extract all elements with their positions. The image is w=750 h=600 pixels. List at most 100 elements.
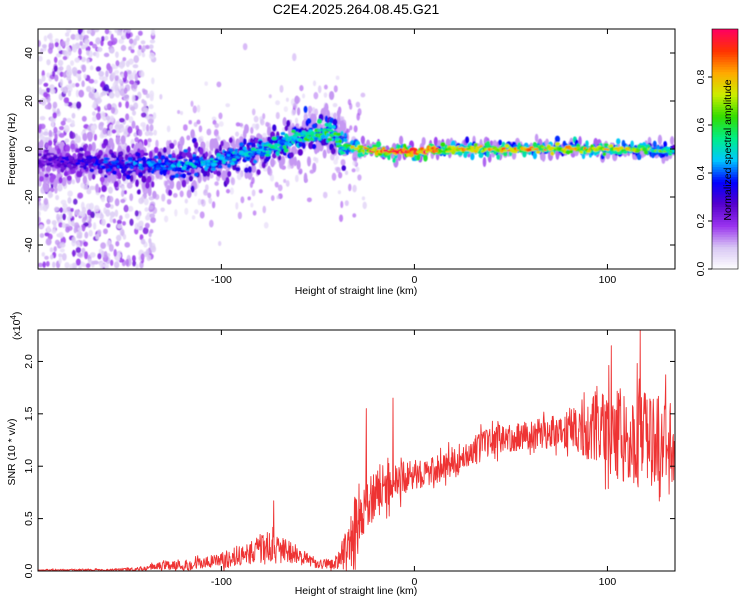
chart-title: C2E4.2025.264.08.45.G21 [273, 1, 440, 17]
spectrogram-speckle [133, 38, 137, 46]
spectrogram-speckle [95, 66, 102, 72]
spectrogram-speckle [43, 82, 49, 87]
spectrogram-speckle [333, 112, 337, 119]
spectrogram-y-tick-label: -20 [23, 189, 35, 204]
colorbar-segment [712, 184, 738, 188]
colorbar-segment [712, 259, 738, 263]
spectrogram-speckle [138, 45, 142, 50]
spectrogram-speckle [57, 184, 63, 192]
spectrogram-speckle [270, 195, 275, 202]
spectrogram-speckle [59, 213, 64, 220]
spectrogram-cell [312, 162, 317, 173]
spectrogram-speckle [71, 236, 76, 244]
spectrogram-speckle [230, 177, 236, 186]
spectrogram-cell [311, 143, 317, 150]
spectrogram-cell [501, 142, 506, 148]
spectrogram-cell [267, 126, 272, 137]
spectrogram-speckle [82, 262, 87, 268]
spectrogram-cell [186, 189, 192, 199]
spectrogram-speckle [75, 89, 80, 98]
spectrogram-speckle [58, 257, 62, 265]
spectrogram-speckle [89, 185, 95, 191]
spectrogram-speckle [245, 164, 249, 169]
colorbar-tick-label: 0.6 [695, 118, 707, 133]
spectrogram-cell [60, 160, 65, 163]
spectrogram-speckle [263, 221, 269, 229]
spectrogram-speckle [338, 214, 344, 222]
spectrogram-speckle [48, 129, 53, 138]
spectrogram-cell [326, 132, 330, 137]
colorbar-segment [712, 151, 738, 155]
spectrogram-speckle [140, 122, 146, 128]
spectrogram-speckle [337, 190, 342, 195]
spectrogram-speckle [41, 44, 47, 49]
spectrogram-speckle [225, 103, 231, 108]
spectrogram-cell [336, 110, 341, 119]
spectrogram-cell [307, 156, 311, 167]
colorbar-segment [712, 99, 738, 103]
spectrogram-cell [388, 150, 394, 153]
spectrogram-speckle [126, 182, 133, 189]
spectrogram-cell [61, 156, 67, 160]
colorbar-segment [712, 206, 738, 210]
spectrogram-cell [103, 160, 109, 164]
spectrogram-cell [101, 185, 107, 193]
spectrogram-cell [247, 171, 253, 180]
spectrogram-speckle [89, 41, 94, 46]
spectrogram-cell [179, 136, 185, 147]
spectrogram-speckle [143, 107, 149, 113]
spectrogram-speckle [274, 181, 279, 188]
spectrogram-speckle [115, 234, 122, 242]
colorbar-tick-label: 0.4 [695, 166, 707, 181]
spectrogram-cell [78, 152, 84, 158]
spectrogram-speckle [81, 224, 86, 232]
spectrogram-speckle [64, 138, 70, 144]
spectrogram-speckle [149, 124, 154, 132]
spectrogram-cell [87, 131, 93, 142]
spectrogram-speckle [89, 252, 96, 258]
spectrogram-speckle [173, 139, 177, 146]
spectrogram-speckle [247, 196, 251, 201]
spectrogram-speckle [52, 70, 56, 77]
spectrogram-cell [532, 142, 538, 148]
spectrogram-speckle [174, 208, 178, 217]
spectrogram-speckle [67, 190, 73, 197]
spectrogram-speckle [351, 168, 356, 173]
spectrogram-speckle [67, 48, 72, 56]
spectrogram-speckle [80, 182, 85, 189]
spectrogram-speckle [103, 84, 110, 92]
spectrogram-cell [63, 161, 68, 165]
spectrogram-cell [340, 130, 344, 136]
spectrogram-speckle [145, 248, 150, 256]
spectrogram-speckle [70, 208, 74, 213]
spectrogram-speckle [56, 213, 60, 221]
spectrogram-speckle [53, 246, 57, 252]
spectrogram-cell [482, 156, 487, 168]
spectrogram-speckle [62, 213, 66, 221]
spectrogram-speckle [81, 64, 87, 73]
spectrogram-cell [110, 141, 115, 151]
spectrogram-speckle [64, 32, 70, 37]
spectrogram-speckle [279, 84, 284, 93]
spectrogram-speckle [353, 125, 358, 133]
spectrogram-cell [330, 147, 336, 155]
spectrogram-speckle [123, 87, 128, 95]
spectrogram-y-tick-label: -40 [23, 237, 35, 252]
spectrogram-speckle [84, 251, 89, 260]
spectrogram-speckle [54, 38, 60, 43]
spectrogram-cell [229, 161, 236, 166]
spectrogram-cell [54, 156, 60, 159]
spectrogram-speckle [277, 184, 283, 192]
spectrogram-speckle [315, 157, 319, 164]
spectrogram-speckle [235, 202, 239, 210]
spectrogram-speckle [85, 85, 92, 93]
spectrogram-speckle [95, 51, 100, 59]
spectrogram-cell [224, 157, 230, 160]
spectrogram-speckle [216, 189, 220, 198]
spectrogram-speckle [217, 240, 222, 247]
spectrogram-cell [503, 152, 508, 157]
spectrogram-y-tick-label: 0 [23, 146, 35, 152]
spectrogram-y-tick-label: 40 [23, 47, 35, 59]
spectrogram-cell [179, 169, 185, 173]
spectrogram-cell [150, 181, 155, 188]
